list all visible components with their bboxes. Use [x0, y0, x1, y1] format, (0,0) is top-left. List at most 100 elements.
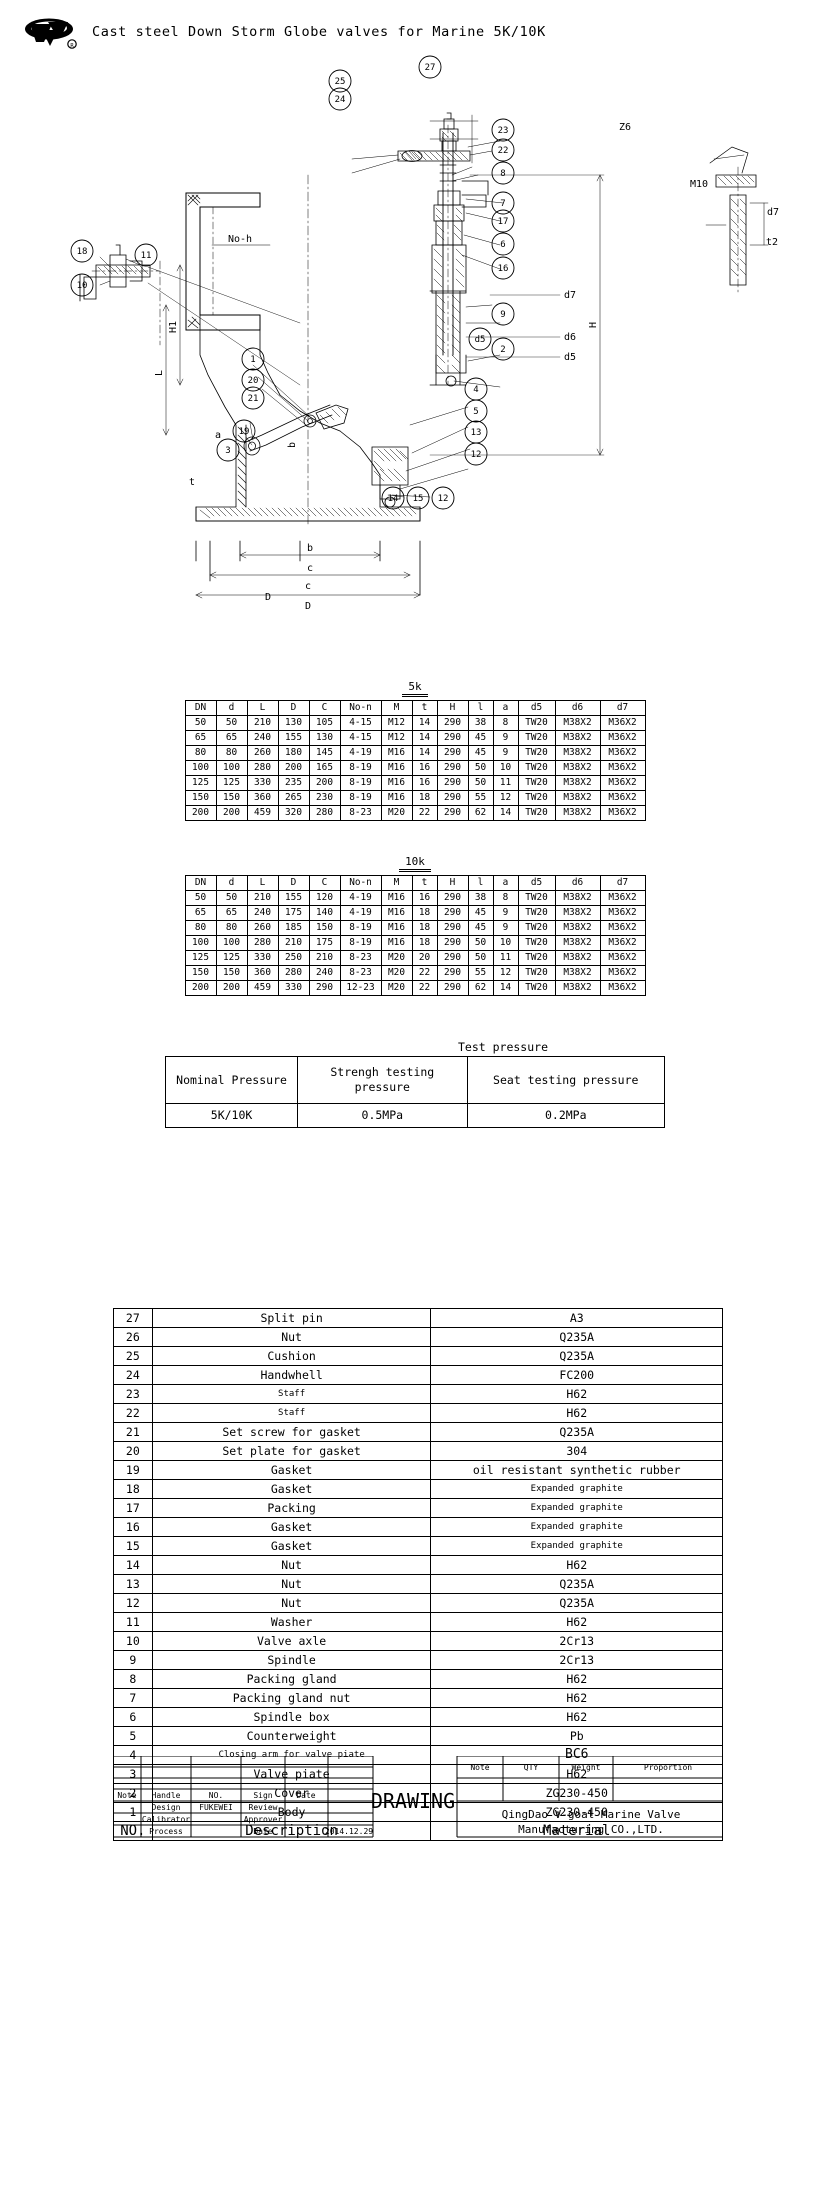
bom-item-material: Expanded graphite — [430, 1498, 723, 1518]
table-10k-cell: M20 — [380, 965, 413, 981]
table-10k-cell: 360 — [246, 965, 279, 981]
svg-text:D: D — [265, 592, 271, 603]
table-5k-cell: 130 — [308, 730, 341, 746]
table-10k-col-d: D — [277, 875, 310, 891]
page-title: Cast steel Down Storm Globe valves for M… — [92, 24, 546, 40]
table-5k-col-dn: DN — [184, 700, 217, 716]
table-10k-cell: 50 — [184, 890, 217, 906]
svg-text:M10: M10 — [690, 179, 708, 190]
bom-header-material: Material — [430, 1821, 723, 1841]
table-10k-cell: 260 — [246, 920, 279, 936]
bom-item-number: 10 — [113, 1631, 153, 1651]
table-5k-cell: M16 — [380, 760, 413, 776]
table-5k-cell: M38X2 — [554, 805, 601, 821]
table-10k-cell: 140 — [308, 905, 341, 921]
table-10k-cell: 459 — [246, 980, 279, 996]
table-5k-cell: 11 — [492, 775, 519, 791]
table-10k-cell: M38X2 — [554, 965, 601, 981]
table-10k-cell: 4-19 — [339, 905, 382, 921]
svg-text:5: 5 — [473, 407, 478, 417]
bom-item-description: Nut — [151, 1555, 432, 1575]
bom-item-material: 2Cr13 — [430, 1650, 723, 1670]
table-10k-cell: 18 — [411, 935, 438, 951]
table-10k-cell: 14 — [492, 980, 519, 996]
bom-item-description: Packing — [151, 1498, 432, 1518]
bom-row: 7 Packing gland nut H62 — [113, 1688, 723, 1708]
table-10k-cell: 290 — [436, 965, 469, 981]
svg-text:23: 23 — [498, 126, 509, 136]
table-10k-cell: 20 — [411, 950, 438, 966]
table-5k-cell: 290 — [436, 775, 469, 791]
table-5k-cell: 280 — [308, 805, 341, 821]
svg-text:6: 6 — [500, 240, 505, 250]
svg-text:8: 8 — [500, 169, 505, 179]
bom-item-number: 13 — [113, 1574, 153, 1594]
table-10k-col-dn: DN — [184, 875, 217, 891]
svg-text:d5: d5 — [475, 335, 486, 345]
table-5k-cell: 14 — [411, 730, 438, 746]
table-5k-cell: 14 — [411, 745, 438, 761]
bom-row: 23 Staff H62 — [113, 1384, 723, 1404]
v-goal-logo: R — [22, 16, 82, 50]
table-10k-col-d6: d6 — [554, 875, 601, 891]
bom-row: 1 Body ZG230-450 — [113, 1802, 723, 1822]
svg-text:24: 24 — [335, 95, 346, 105]
table-10k-col-no-n: No-n — [339, 875, 382, 891]
test-pressure-section: Test pressure Nominal Pressure Strengh t… — [0, 1040, 830, 1128]
table-5k-cell: TW20 — [517, 730, 556, 746]
bom-item-number: 8 — [113, 1669, 153, 1689]
bom-item-material: H62 — [430, 1707, 723, 1727]
table-10k-cell: 290 — [308, 980, 341, 996]
bom-item-number: 12 — [113, 1593, 153, 1613]
bom-item-material: 304 — [430, 1441, 723, 1461]
bom-item-description: Gasket — [151, 1517, 432, 1537]
table-10k-cell: 240 — [246, 905, 279, 921]
bom-row: 19 Gasket oil resistant synthetic rubber — [113, 1460, 723, 1480]
bom-item-material: Q235A — [430, 1574, 723, 1594]
svg-text:14: 14 — [388, 494, 399, 504]
bom-row: 6 Spindle box H62 — [113, 1707, 723, 1727]
table-5k-cell: 62 — [467, 805, 494, 821]
table-5k-cell: 38 — [467, 715, 494, 731]
table-5k-cell: 65 — [215, 730, 248, 746]
table-10k-col-d7: d7 — [599, 875, 646, 891]
table-10k-row: 200 200 459 330 290 12-23 M20 22 290 62 14 TW20 M38X… — [184, 980, 646, 996]
bom-item-description: Gasket — [151, 1479, 432, 1499]
table-5k-cell: 290 — [436, 745, 469, 761]
table-5k-cell: 10 — [492, 760, 519, 776]
table-10k-col-c: C — [308, 875, 341, 891]
role-value-0: FUKEWEI — [199, 1803, 233, 1812]
table-10k-cell: 45 — [467, 905, 494, 921]
page-header: R Cast steel Down Storm Globe valves for… — [0, 0, 830, 60]
svg-text:13: 13 — [471, 428, 482, 438]
table-5k-col-c: C — [308, 700, 341, 716]
table-5k-row: 200 200 459 320 280 8-23 M20 22 290 62 14 TW20 M38X2… — [184, 805, 646, 821]
bom-item-description: Valve axle — [151, 1631, 432, 1651]
table-10k-cell: 150 — [308, 920, 341, 936]
table-5k-cell: 80 — [215, 745, 248, 761]
table-10k-cell: M20 — [380, 980, 413, 996]
table-10k-cell: 330 — [246, 950, 279, 966]
role-label-0: Design — [152, 1803, 181, 1812]
th-seat-testing-pressure: Seat testing pressure — [466, 1056, 666, 1104]
bom-row: 27 Split pin A3 — [113, 1308, 723, 1328]
revision-header-3: Sign — [253, 1791, 272, 1800]
table-10k-cell: 50 — [467, 950, 494, 966]
table-10k-cell: TW20 — [517, 890, 556, 906]
table-5k-cell: M20 — [380, 805, 413, 821]
table-5k-cell: M38X2 — [554, 790, 601, 806]
table-5k-col-d6: d6 — [554, 700, 601, 716]
table-5k-cell: 55 — [467, 790, 494, 806]
table-5k-cell: M36X2 — [599, 775, 646, 791]
table-10k-cell: TW20 — [517, 950, 556, 966]
table-5k-cell: 125 — [215, 775, 248, 791]
table-5k-cell: M36X2 — [599, 730, 646, 746]
table-10k-cell: 80 — [215, 920, 248, 936]
table-10k-cell: 290 — [436, 920, 469, 936]
table-5k-cell: 50 — [467, 760, 494, 776]
svg-text:10: 10 — [77, 281, 88, 291]
table-10k-col-d: d — [215, 875, 248, 891]
svg-text:Z6: Z6 — [619, 122, 631, 133]
table-5k-cell: 12 — [492, 790, 519, 806]
